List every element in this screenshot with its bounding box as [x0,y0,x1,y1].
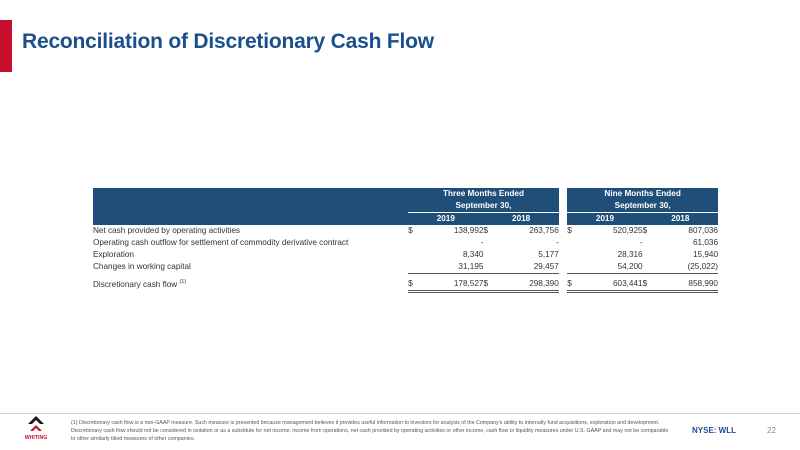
value-cell: - [556,238,559,247]
title-accent-bar [0,20,12,72]
group-header-nine-months: Nine Months Ended [567,188,718,200]
currency-symbol [408,249,418,261]
whiting-logo: WHITING [25,416,47,441]
currency-symbol: $ [642,226,648,235]
value-cell: 858,990 [652,273,718,293]
footer-divider [0,413,800,414]
currency-symbol [408,261,418,274]
value-cell: 263,756 [529,226,559,235]
table-row: Net cash provided by operating activitie… [93,225,718,237]
currency-symbol [483,261,494,274]
currency-symbol [408,237,418,249]
value-cell: 178,527 [417,273,484,293]
row-label: Discretionary cash flow (1) [93,274,408,292]
value-cell: 29,457 [493,261,559,274]
value-cell: 31,195 [417,261,484,274]
row-label: Operating cash outflow for settlement of… [93,238,349,247]
currency-symbol: $ [408,226,413,235]
value-cell: 54,200 [576,261,643,274]
currency-symbol: $ [483,273,494,293]
footnote-ref: (1) [179,278,187,285]
table-row: Changes in working capital 31,195 29,457… [93,261,718,274]
currency-symbol: $ [642,273,653,293]
slide-title: Reconciliation of Discretionary Cash Flo… [22,30,434,53]
group-header-three-months: Three Months Ended [408,188,559,200]
currency-symbol [642,261,653,274]
svg-text:WHITING: WHITING [25,435,47,441]
year-header: 2019 [567,212,643,225]
currency-symbol [643,249,653,261]
value-cell: 603,441 [576,273,643,293]
currency-symbol [483,249,493,261]
year-header: 2019 [408,212,484,225]
currency-symbol: $ [483,226,489,235]
year-header: 2018 [483,212,559,225]
value-cell: (25,022) [652,261,718,274]
value-cell: 61,036 [692,238,718,247]
value-cell: 138,992 [453,226,484,235]
page-number: 22 [767,426,776,435]
value-cell: 298,390 [493,273,559,293]
row-label: Exploration [93,250,134,259]
currency-symbol: $ [567,226,572,235]
row-label-text: Discretionary cash flow [93,279,178,289]
value-cell: 520,925 [613,226,643,235]
value-cell: 15,940 [692,250,718,259]
row-label: Changes in working capital [93,262,191,272]
header-blank [93,188,409,200]
value-cell: 8,340 [462,250,484,259]
reconciliation-table: Three Months Ended Nine Months Ended Sep… [93,188,718,293]
currency-symbol [483,237,493,249]
currency-symbol [567,249,577,261]
currency-symbol [567,237,577,249]
table-row: Operating cash outflow for settlement of… [93,237,718,249]
group-subheader-nine-months: September 30, [567,200,718,213]
currency-symbol [643,237,653,249]
value-cell: 5,177 [538,250,559,259]
currency-symbol: $ [408,273,418,293]
value-cell: 28,316 [617,250,643,259]
footnote-text: (1) Discretionary cash flow is a non-GAA… [71,420,669,443]
year-header: 2018 [642,212,718,225]
group-subheader-three-months: September 30, [408,200,559,213]
value-cell: 807,036 [688,226,718,235]
currency-symbol: $ [567,273,577,293]
value-cell: - [480,238,484,247]
ticker-symbol: NYSE: WLL [692,426,736,435]
row-label: Net cash provided by operating activitie… [93,226,240,235]
currency-symbol [567,261,577,274]
table-row: Exploration 8,340 5,177 28,316 15,940 [93,249,718,261]
total-row: Discretionary cash flow (1) $ 178,527 $ … [93,273,718,293]
value-cell: - [639,238,643,247]
